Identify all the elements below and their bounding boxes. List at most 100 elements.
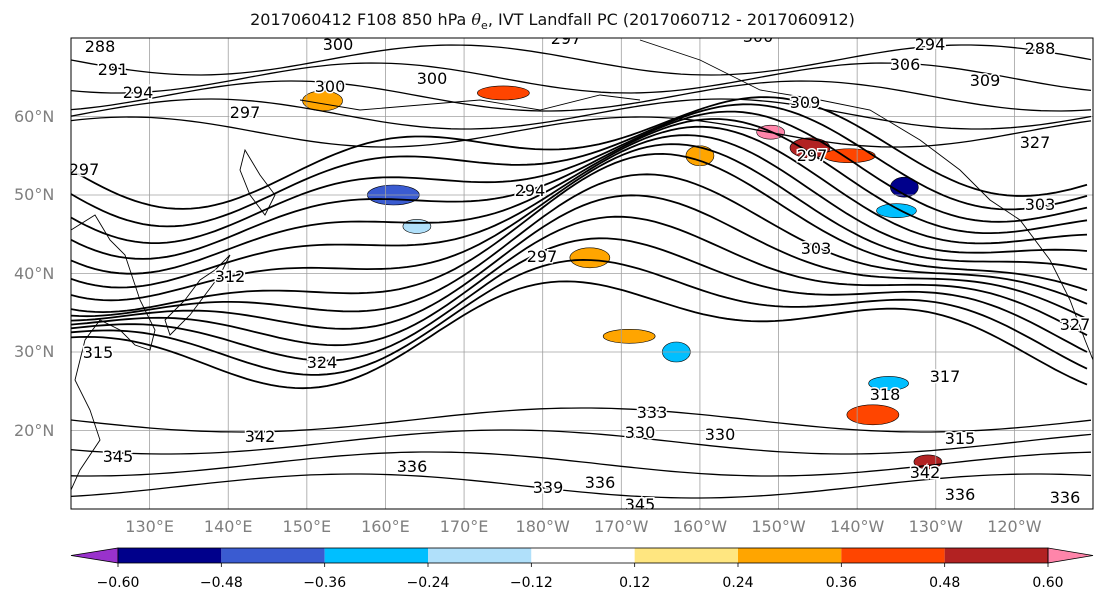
contour-label: 327 bbox=[1060, 315, 1091, 334]
latitude-tick-label: 30°N bbox=[14, 342, 55, 361]
contour-label: 291 bbox=[98, 60, 129, 79]
contour-label: 327 bbox=[1020, 133, 1051, 152]
longitude-tick-label: 150°W bbox=[751, 517, 806, 536]
colorbar-cell bbox=[738, 548, 842, 563]
colorbar-cell bbox=[221, 548, 325, 563]
theta-e-contour-line bbox=[71, 451, 1092, 477]
theta-e-contours bbox=[71, 44, 1092, 499]
colorbar-cell bbox=[428, 548, 532, 563]
coastline bbox=[164, 254, 231, 336]
contour-label: 294 bbox=[123, 83, 154, 102]
theta-e-contour-line bbox=[71, 98, 1092, 130]
anomaly-region bbox=[913, 454, 943, 470]
contour-label: 312 bbox=[215, 267, 246, 286]
contour-label: 288 bbox=[85, 37, 116, 56]
contour-label: 300 bbox=[315, 77, 346, 96]
contour-label: 339 bbox=[533, 478, 564, 497]
theta-e-contour-line bbox=[71, 173, 1088, 318]
colorbar-cell bbox=[841, 548, 945, 563]
theta-e-contour-line bbox=[71, 152, 1088, 314]
contour-label: 297 bbox=[527, 247, 558, 266]
colorbar-tick-label: −0.60 bbox=[96, 575, 140, 591]
colorbar-cell bbox=[944, 548, 1048, 563]
colorbar-tick-label: −0.24 bbox=[406, 575, 450, 591]
theta-e-contour-line bbox=[71, 62, 1092, 94]
longitude-tick-label: 150°E bbox=[282, 517, 332, 536]
contour-label: 294 bbox=[915, 35, 946, 54]
contour-label: 297 bbox=[69, 160, 100, 179]
longitude-tick-label: 120°W bbox=[987, 517, 1042, 536]
longitude-tick-label: 130°E bbox=[125, 517, 174, 536]
colorbar-tick-label: −0.48 bbox=[199, 575, 243, 591]
colorbar-cell bbox=[634, 548, 738, 563]
colorbar-cell bbox=[118, 548, 222, 563]
theta-e-contour-line bbox=[71, 103, 1088, 228]
theta-e-contour-line bbox=[71, 258, 1088, 376]
contour-label: 336 bbox=[945, 485, 976, 504]
contour-label: 324 bbox=[307, 353, 338, 372]
theta-e-contour-line bbox=[71, 125, 1088, 275]
anomaly-region bbox=[602, 328, 656, 344]
contour-label: 336 bbox=[585, 473, 616, 492]
contour-label: 317 bbox=[930, 367, 961, 386]
anomaly-fills bbox=[302, 85, 943, 470]
coastline bbox=[239, 148, 276, 216]
contour-label: 294 bbox=[515, 181, 546, 200]
contour-label: 342 bbox=[910, 463, 941, 482]
coastline bbox=[71, 214, 156, 491]
coastline bbox=[299, 94, 641, 111]
colorbar-extend-high bbox=[1047, 547, 1094, 564]
contour-label: 342 bbox=[245, 427, 276, 446]
contour-label: 297 bbox=[797, 146, 828, 165]
contour-label: 306 bbox=[890, 55, 921, 74]
contour-label: 345 bbox=[625, 495, 656, 514]
colorbar-cell bbox=[324, 548, 428, 563]
longitude-tick-label: 160°E bbox=[361, 517, 410, 536]
longitude-tick-label: 140°W bbox=[829, 517, 885, 536]
coastlines bbox=[71, 39, 1093, 491]
latitude-tick-label: 60°N bbox=[14, 106, 55, 126]
longitude-tick-label: 160°W bbox=[672, 517, 728, 536]
colorbar-tick-label: 0.60 bbox=[1032, 575, 1064, 591]
colorbar-tick-label: 0.24 bbox=[722, 575, 754, 591]
theta-e-contour-line bbox=[71, 80, 1092, 112]
anomaly-region bbox=[868, 376, 909, 391]
contour-label: 330 bbox=[625, 423, 656, 442]
chart-title: 2017060412 F108 850 hPa θe, IVT Landfall… bbox=[250, 10, 855, 33]
theta-e-contour-line bbox=[71, 194, 1088, 330]
anomaly-region bbox=[846, 404, 900, 426]
coastline bbox=[639, 39, 1093, 361]
contour-label: 315 bbox=[83, 343, 114, 362]
contour-label: 297 bbox=[230, 103, 261, 122]
theta-e-contour-line bbox=[71, 44, 1092, 76]
latitude-tick-label: 20°N bbox=[14, 420, 55, 440]
contour-label: 303 bbox=[801, 239, 832, 258]
latitude-tick-label: 40°N bbox=[14, 263, 55, 283]
theta-e-contour-line bbox=[71, 118, 1088, 260]
colorbar-extend-low bbox=[70, 547, 119, 564]
theta-e-contour-line bbox=[71, 429, 1092, 455]
contour-label: 300 bbox=[743, 27, 774, 46]
contour-label: 288 bbox=[1025, 39, 1056, 58]
longitude-tick-label: 140°E bbox=[203, 517, 253, 536]
contour-label: 333 bbox=[637, 403, 668, 422]
longitude-tick-label: 180°W bbox=[515, 517, 570, 536]
contour-label: 336 bbox=[1050, 488, 1081, 507]
contour-label: 336 bbox=[397, 457, 428, 476]
contour-label: 315 bbox=[945, 429, 976, 448]
contour-label: 309 bbox=[790, 93, 821, 112]
contour-label: 345 bbox=[103, 447, 134, 466]
colorbar-tick-label: 0.36 bbox=[825, 575, 857, 591]
colorbar-tick-label: 0.12 bbox=[619, 575, 651, 591]
theta-e-contour-line bbox=[71, 407, 1092, 433]
anomaly-region bbox=[477, 85, 530, 101]
theta-e-contour-line bbox=[71, 134, 1088, 289]
contour-label: 297 bbox=[551, 29, 582, 48]
contour-label: 318 bbox=[870, 385, 901, 404]
theta-symbol: θ bbox=[471, 10, 482, 29]
contour-label: 300 bbox=[417, 69, 448, 88]
latitude-tick-label: 50°N bbox=[14, 185, 55, 204]
colorbar-cell bbox=[531, 548, 635, 563]
